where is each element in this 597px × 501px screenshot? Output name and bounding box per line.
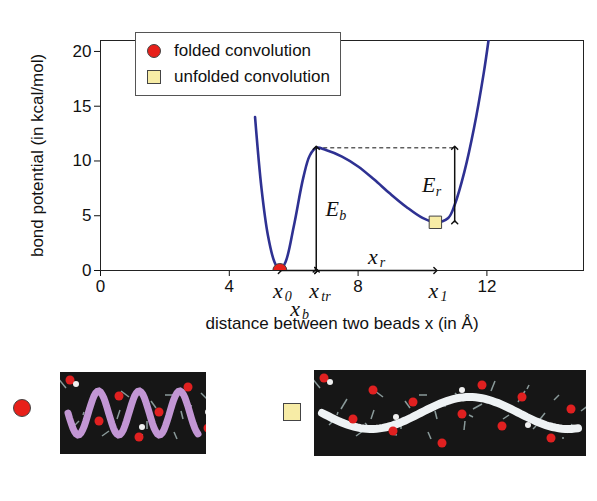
svg-text:15: 15 (73, 97, 92, 116)
svg-text:E: E (421, 172, 436, 197)
svg-text:x: x (289, 296, 300, 321)
svg-text:b: b (339, 208, 346, 223)
svg-text:x: x (272, 278, 283, 303)
svg-text:5: 5 (82, 206, 91, 225)
svg-text:distance between two beads x (: distance between two beads x (in Å) (205, 314, 478, 333)
svg-text:x: x (427, 278, 438, 303)
svg-text:E: E (325, 196, 340, 221)
svg-text:0: 0 (284, 289, 292, 304)
svg-text:bond potential (in kcal/mol): bond potential (in kcal/mol) (28, 54, 47, 257)
svg-text:4: 4 (225, 277, 234, 296)
svg-text:0: 0 (96, 277, 105, 296)
svg-text:0: 0 (82, 261, 91, 280)
svg-text:x: x (308, 278, 319, 303)
svg-text:r: r (380, 255, 386, 270)
svg-text:tr: tr (321, 289, 331, 304)
html-text:unfolded convolution: unfolded convolution (174, 67, 330, 86)
svg-text:10: 10 (73, 151, 92, 170)
svg-text:r: r (436, 184, 442, 199)
svg-text:20: 20 (73, 42, 92, 61)
svg-text:12: 12 (477, 277, 496, 296)
svg-text:b: b (302, 307, 309, 322)
svg-text:x: x (367, 244, 378, 269)
svg-text:1: 1 (440, 289, 447, 304)
svg-text:8: 8 (353, 277, 362, 296)
html-text:folded convolution: folded convolution (174, 41, 311, 60)
